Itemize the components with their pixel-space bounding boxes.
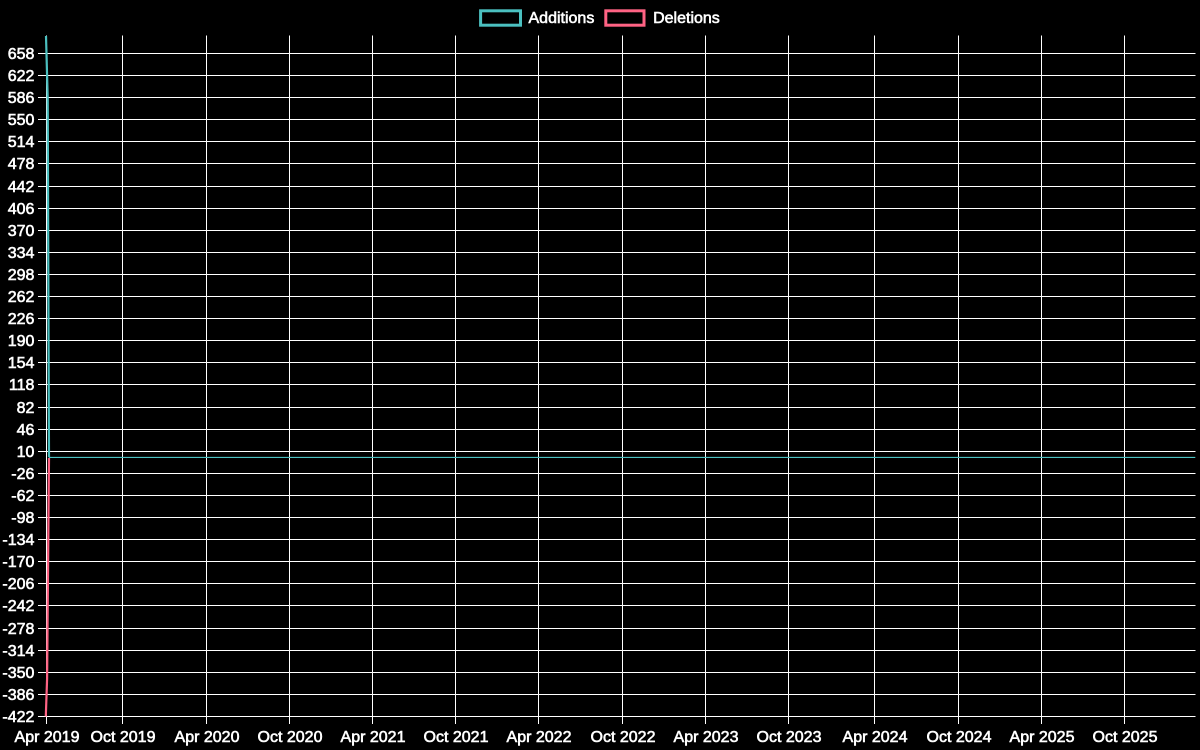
svg-text:622: 622 [8,68,35,85]
svg-text:Deletions: Deletions [653,10,720,27]
svg-text:586: 586 [8,90,35,107]
svg-text:226: 226 [8,311,35,328]
svg-text:Oct 2021: Oct 2021 [424,729,489,746]
svg-text:Apr 2021: Apr 2021 [341,729,406,746]
svg-text:442: 442 [8,179,35,196]
svg-text:-386: -386 [2,687,34,704]
svg-text:-98: -98 [11,510,34,527]
svg-text:406: 406 [8,201,35,218]
svg-text:-278: -278 [2,621,34,638]
svg-text:-350: -350 [2,665,34,682]
svg-text:Oct 2019: Oct 2019 [91,729,156,746]
svg-text:-62: -62 [11,488,34,505]
svg-text:Apr 2025: Apr 2025 [1010,729,1075,746]
svg-text:Apr 2022: Apr 2022 [507,729,572,746]
svg-text:370: 370 [8,223,35,240]
svg-text:-26: -26 [11,466,34,483]
svg-text:82: 82 [17,400,35,417]
svg-text:Apr 2020: Apr 2020 [175,729,240,746]
svg-text:Apr 2023: Apr 2023 [674,729,739,746]
svg-text:Oct 2023: Oct 2023 [757,729,822,746]
svg-text:154: 154 [8,355,35,372]
svg-text:Oct 2022: Oct 2022 [591,729,656,746]
svg-text:Apr 2019: Apr 2019 [15,729,80,746]
svg-text:-242: -242 [2,598,34,615]
svg-text:Additions: Additions [529,10,595,27]
svg-text:Apr 2024: Apr 2024 [843,729,908,746]
svg-text:298: 298 [8,267,35,284]
svg-text:550: 550 [8,112,35,129]
svg-text:-314: -314 [2,643,34,660]
svg-text:Oct 2024: Oct 2024 [927,729,992,746]
svg-text:-206: -206 [2,576,34,593]
svg-text:-422: -422 [2,709,34,726]
svg-text:514: 514 [8,134,35,151]
svg-text:478: 478 [8,156,35,173]
svg-text:334: 334 [8,245,35,262]
svg-text:10: 10 [17,444,35,461]
svg-text:658: 658 [8,46,35,63]
svg-text:190: 190 [8,333,35,350]
svg-text:262: 262 [8,289,35,306]
svg-text:Oct 2020: Oct 2020 [258,729,323,746]
svg-text:Oct 2025: Oct 2025 [1093,729,1158,746]
svg-text:118: 118 [9,377,35,394]
svg-text:-134: -134 [2,532,34,549]
svg-text:-170: -170 [2,554,34,571]
svg-text:46: 46 [17,422,35,439]
